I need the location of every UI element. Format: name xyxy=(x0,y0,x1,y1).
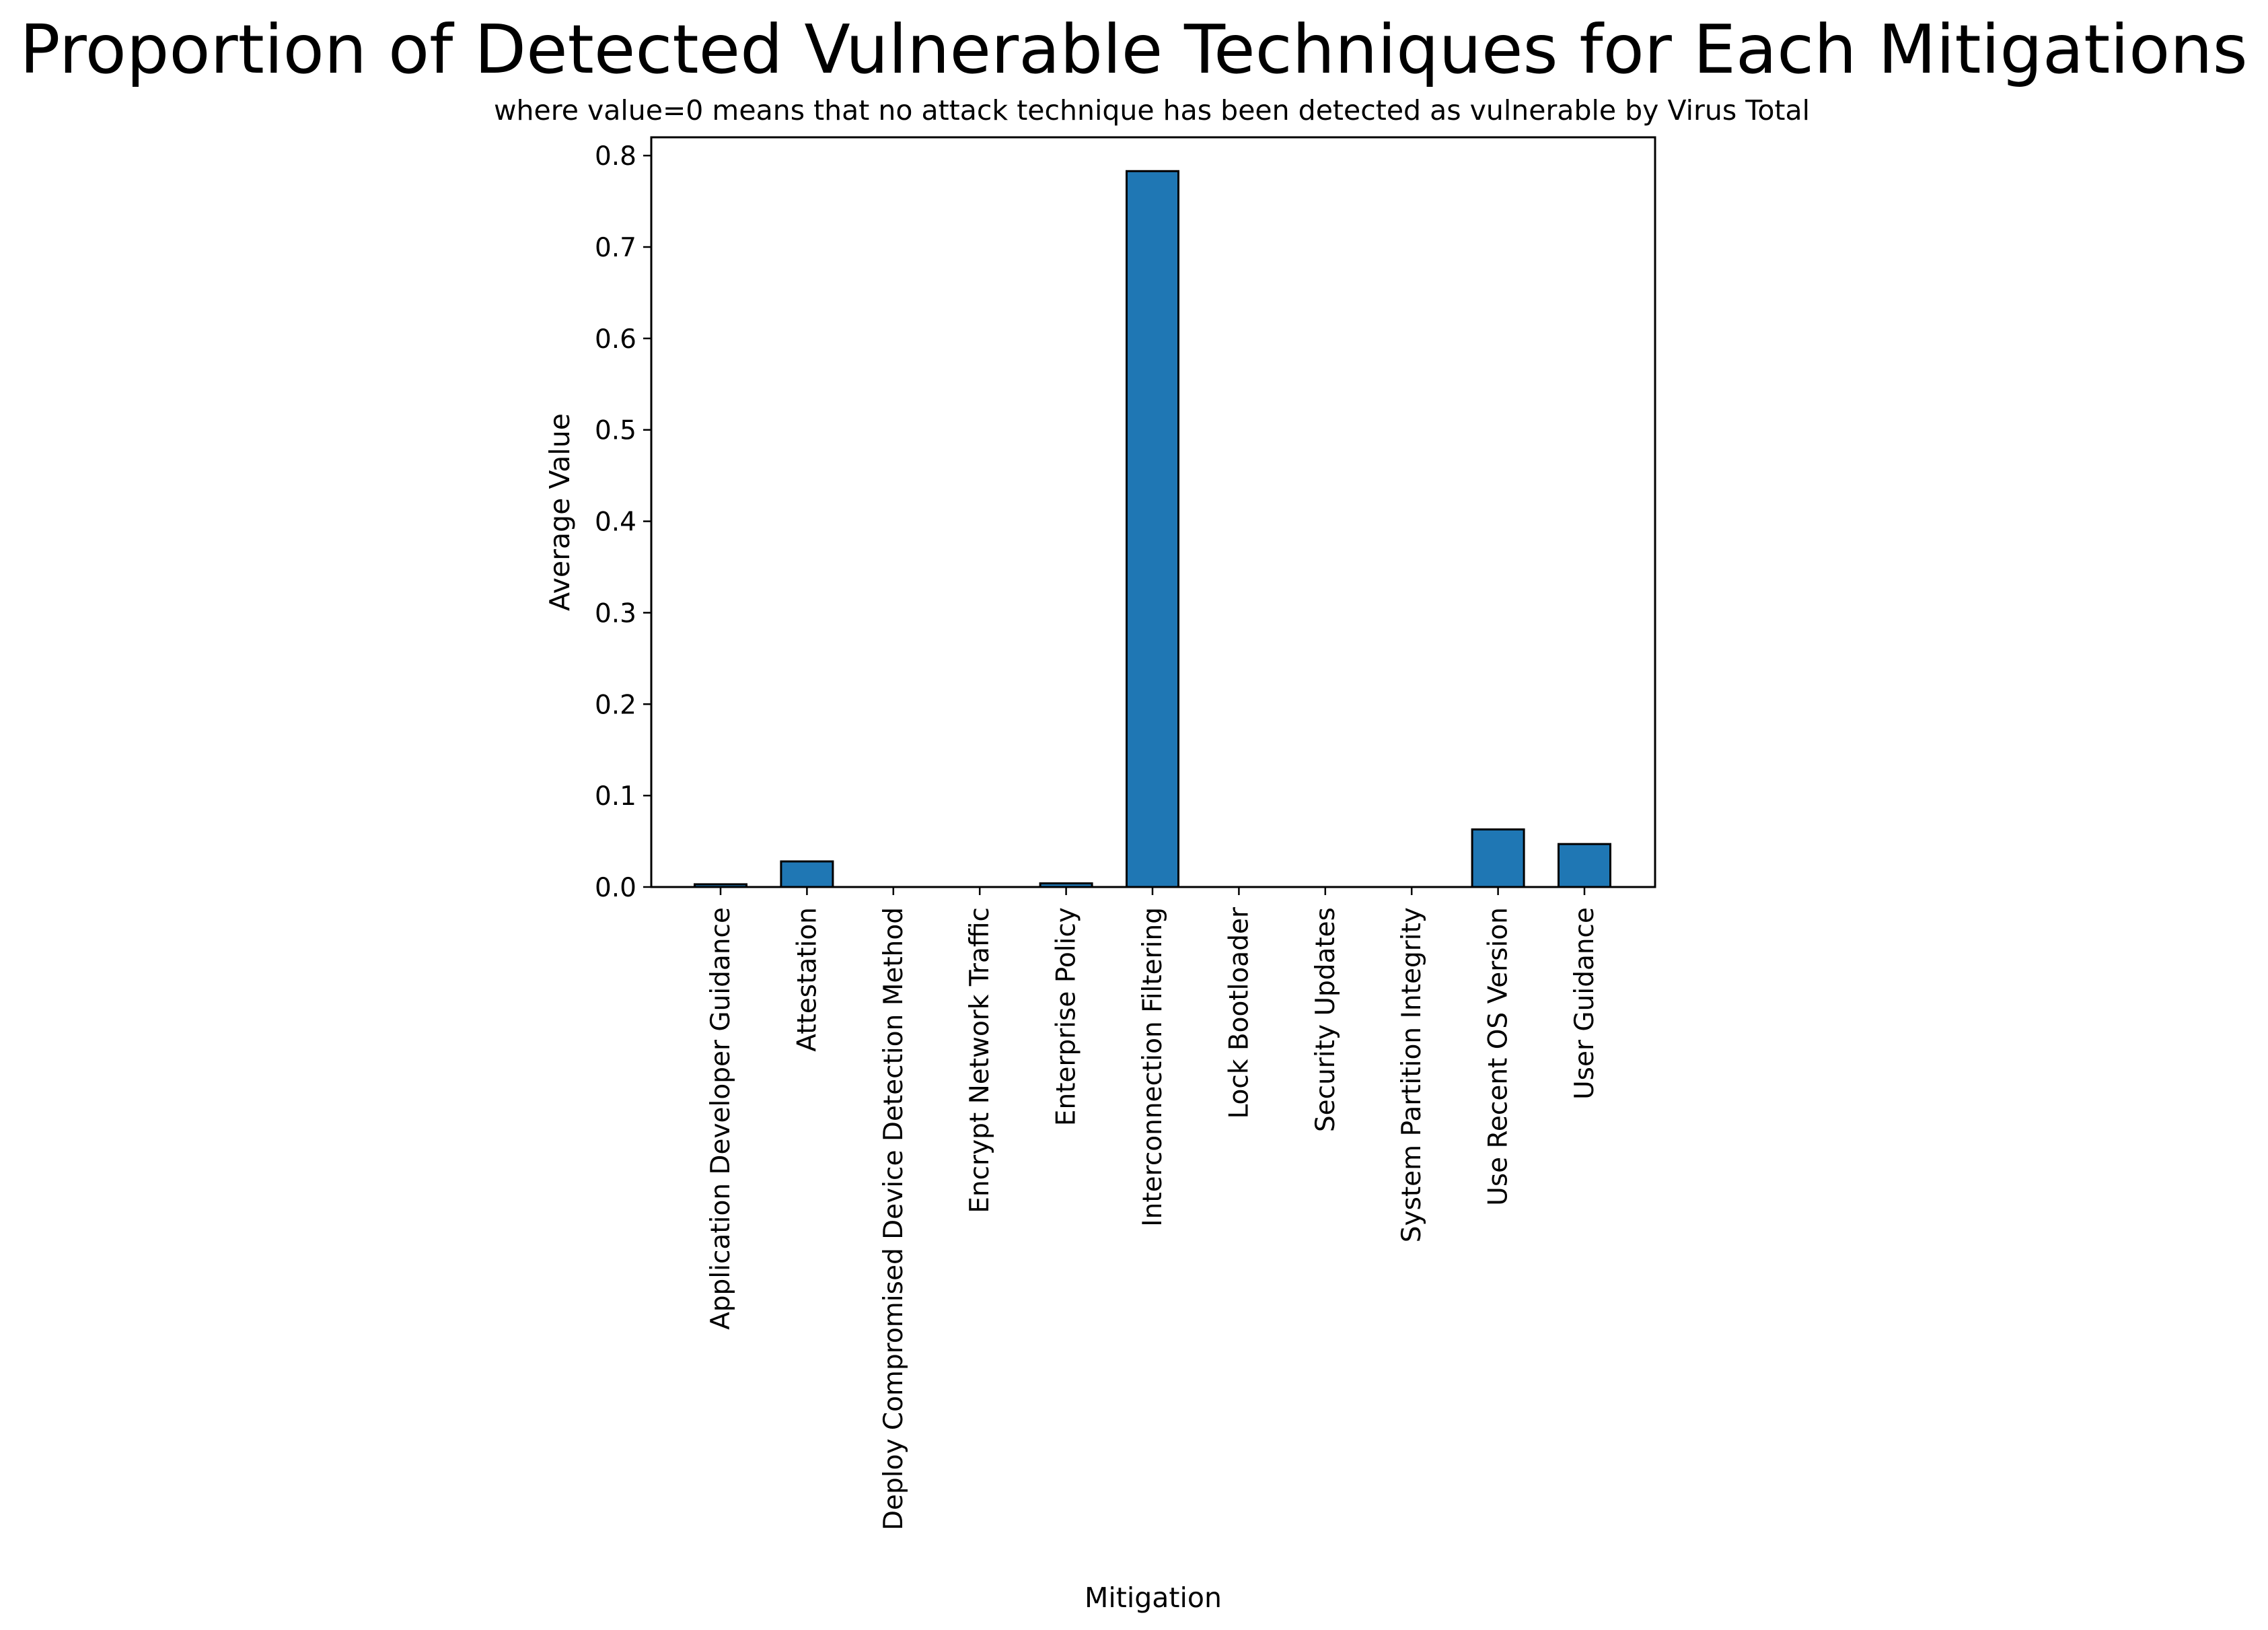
y-tick-label: 0.7 xyxy=(595,233,636,263)
y-tick-label: 0.2 xyxy=(595,690,636,720)
x-tick-label: Application Developer Guidance xyxy=(706,907,736,1330)
y-tick-label: 0.4 xyxy=(595,507,636,538)
chart-title: Proportion of Detected Vulnerable Techni… xyxy=(20,10,2248,89)
y-tick-label: 0.6 xyxy=(595,324,636,355)
x-tick-label: Security Updates xyxy=(1311,907,1341,1132)
x-axis-ticks: Application Developer Guidance Attestatio… xyxy=(706,887,1600,1530)
y-tick-label: 0.5 xyxy=(595,416,636,446)
bar xyxy=(780,860,834,888)
bar xyxy=(1126,170,1179,888)
y-tick-label: 0.3 xyxy=(595,598,636,629)
bar xyxy=(1558,843,1611,888)
x-axis-label: Mitigation xyxy=(1085,1582,1222,1614)
x-tick-label: System Partition Integrity xyxy=(1397,907,1427,1242)
x-tick-label: Enterprise Policy xyxy=(1052,907,1082,1126)
bars-group xyxy=(694,170,1611,888)
chart-subtitle: where value=0 means that no attack techn… xyxy=(494,94,1810,127)
y-tick-label: 0.0 xyxy=(595,873,636,903)
y-tick-label: 0.1 xyxy=(595,781,636,812)
x-tick-label: Lock Bootloader xyxy=(1224,907,1254,1119)
x-tick-label: Encrypt Network Traffic xyxy=(965,907,995,1213)
y-tick-label: 0.8 xyxy=(595,141,636,172)
x-tick-label: User Guidance xyxy=(1570,907,1600,1100)
y-axis-label: Average Value xyxy=(544,413,576,611)
x-tick-label: Use Recent OS Version xyxy=(1484,907,1514,1206)
y-axis-ticks: 0.0 0.1 0.2 0.3 0.4 0.5 0.6 0.7 0.8 xyxy=(595,141,651,903)
x-tick-label: Interconnection Filtering xyxy=(1138,907,1168,1227)
x-tick-label: Attestation xyxy=(792,907,822,1052)
bar xyxy=(1471,828,1525,888)
plot-frame xyxy=(650,136,1656,888)
x-tick-label: Deploy Compromised Device Detection Meth… xyxy=(879,907,909,1530)
